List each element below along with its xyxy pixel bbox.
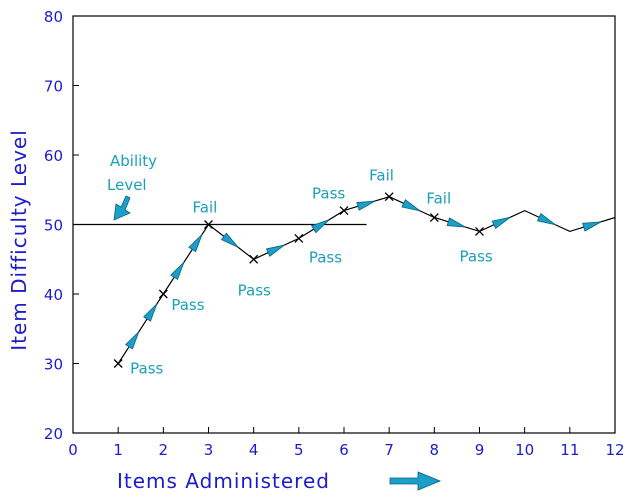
direction-arrow-icon [220, 232, 239, 248]
series [113, 192, 616, 368]
direction-arrow-icon [401, 199, 421, 212]
y-tick-label: 70 [44, 78, 63, 96]
x-tick-label: 9 [475, 441, 485, 459]
x-tick-label: 3 [204, 441, 214, 459]
x-tick-label: 12 [605, 441, 624, 459]
point-label: Pass [171, 296, 204, 314]
point-label: Fail [193, 199, 218, 217]
direction-arrow-icon [536, 212, 556, 226]
data-point-marker [294, 233, 304, 243]
x-tick-label: 7 [384, 441, 394, 459]
data-point-marker [384, 192, 394, 202]
data-point-marker [475, 226, 484, 236]
data-point-marker [339, 206, 349, 216]
x-tick-label: 0 [68, 441, 78, 459]
direction-arrow-icon [491, 216, 511, 230]
x-axis-arrow-icon [389, 471, 442, 491]
direction-arrow-icon [446, 217, 466, 228]
ability-reference: Ability Level [73, 152, 367, 226]
x-tick-label: 6 [339, 441, 349, 459]
direction-arrow-icon [170, 261, 185, 281]
data-point-marker [113, 359, 123, 368]
direction-arrow-icon [125, 331, 140, 350]
point-label: Pass [312, 185, 345, 203]
x-axis-label: Items Administered [117, 469, 330, 493]
ability-label-line1: Ability [110, 152, 157, 170]
data-point-marker [429, 213, 439, 223]
point-label: Pass [460, 247, 493, 265]
point-label: Pass [238, 281, 271, 299]
direction-arrow-icon [265, 244, 285, 257]
direction-arrow-icon [582, 221, 602, 232]
x-tick-label: 11 [560, 441, 579, 459]
data-point-marker [204, 220, 213, 229]
x-tick-label: 4 [249, 441, 259, 459]
x-tick-label: 1 [113, 441, 123, 459]
y-tick-label: 40 [44, 286, 63, 304]
x-tick-label: 5 [294, 441, 304, 459]
direction-arrow-icon [143, 303, 158, 322]
point-label: Pass [309, 248, 342, 266]
data-point-marker [158, 289, 168, 299]
y-tick-label: 30 [44, 356, 63, 374]
data-point-marker [249, 254, 259, 264]
ability-arrow-icon [113, 195, 131, 221]
point-labels: Pass Pass Fail Pass Pass Pass Fail Fail Pass [130, 167, 493, 378]
y-tick-label: 80 [44, 8, 63, 26]
point-label: Fail [369, 167, 394, 185]
point-label: Fail [426, 190, 451, 208]
y-tick-label: 60 [44, 147, 63, 165]
direction-arrow-icon [311, 219, 330, 234]
ability-label-line2: Level [107, 176, 147, 194]
x-tick-label: 8 [430, 441, 440, 459]
direction-arrow-icon [188, 234, 203, 253]
point-label: Pass [130, 360, 163, 378]
y-axis-label: Item Difficulty Level [7, 129, 31, 351]
x-tick-label: 2 [159, 441, 169, 459]
x-tick-label: 10 [515, 441, 534, 459]
y-tick-label: 20 [44, 425, 63, 443]
y-tick-label: 50 [44, 217, 63, 235]
direction-arrow-icon [356, 200, 376, 211]
